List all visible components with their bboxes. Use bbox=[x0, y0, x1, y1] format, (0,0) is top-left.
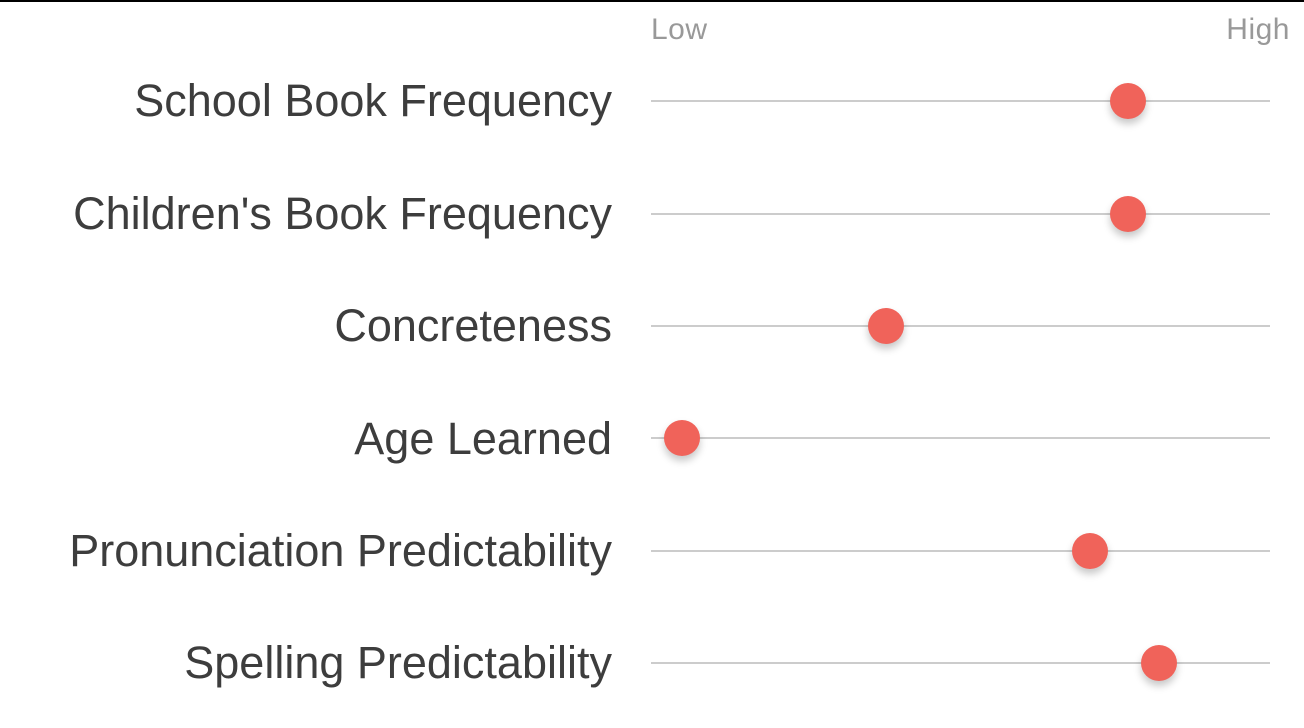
metric-row: Pronunciation Predictability bbox=[0, 495, 1304, 607]
value-dot[interactable] bbox=[1109, 195, 1146, 232]
metric-label: Pronunciation Predictability bbox=[69, 525, 612, 576]
value-dot[interactable] bbox=[868, 307, 905, 344]
scale-line bbox=[651, 437, 1270, 440]
metric-rows: School Book Frequency Children's Book Fr… bbox=[0, 45, 1304, 719]
scale-line bbox=[651, 662, 1270, 665]
metric-track bbox=[651, 495, 1270, 607]
metric-track bbox=[651, 157, 1270, 269]
metric-label: Age Learned bbox=[354, 412, 612, 464]
window-top-edge bbox=[0, 0, 1304, 2]
metric-label: Spelling Predictability bbox=[184, 637, 612, 689]
metric-track bbox=[651, 382, 1270, 494]
metric-label: School Book Frequency bbox=[134, 75, 612, 127]
metric-row: Spelling Predictability bbox=[0, 607, 1304, 719]
metric-track bbox=[651, 270, 1270, 382]
metric-row: Concreteness bbox=[0, 270, 1304, 382]
value-dot[interactable] bbox=[1140, 645, 1177, 682]
scale-low-label: Low bbox=[651, 13, 708, 46]
scale-line bbox=[651, 324, 1270, 327]
value-dot[interactable] bbox=[663, 420, 700, 457]
scale-header: Low High bbox=[651, 2, 1290, 45]
metric-row: Children's Book Frequency bbox=[0, 157, 1304, 269]
metric-row: School Book Frequency bbox=[0, 45, 1304, 157]
scale-line bbox=[651, 212, 1270, 215]
scale-line bbox=[651, 549, 1270, 552]
value-dot[interactable] bbox=[1109, 83, 1146, 120]
metric-label: Children's Book Frequency bbox=[73, 187, 612, 239]
metric-track bbox=[651, 45, 1270, 157]
scale-high-label: High bbox=[1226, 13, 1290, 46]
value-dot[interactable] bbox=[1072, 532, 1109, 569]
scale-line bbox=[651, 100, 1270, 103]
metric-row: Age Learned bbox=[0, 382, 1304, 494]
metric-label: Concreteness bbox=[334, 300, 612, 352]
metric-track bbox=[651, 607, 1270, 719]
